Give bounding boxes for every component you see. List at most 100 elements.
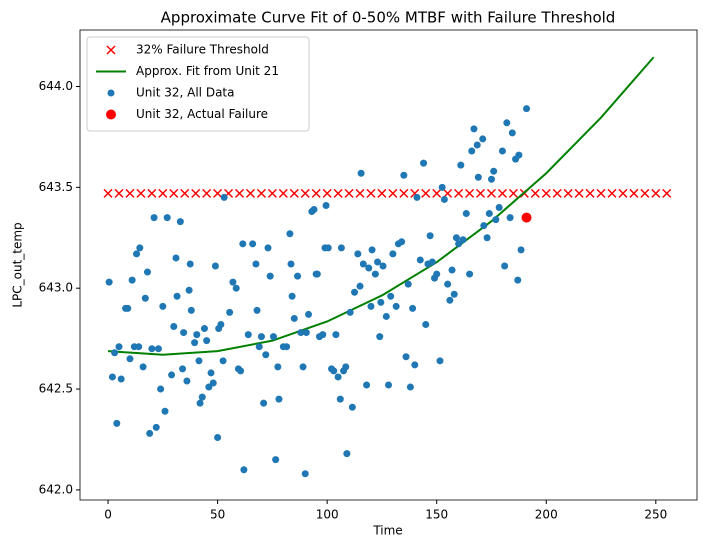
point xyxy=(363,381,371,389)
x-tick-label: 50 xyxy=(210,508,225,522)
point xyxy=(473,141,481,149)
point xyxy=(269,333,277,341)
x-marker xyxy=(213,188,223,198)
point xyxy=(152,423,160,431)
point xyxy=(191,339,199,347)
point xyxy=(371,270,379,278)
point xyxy=(420,159,428,167)
y-tick-label: 642.5 xyxy=(39,382,73,396)
legend-label: Approx. Fit from Unit 21 xyxy=(136,64,279,78)
point xyxy=(376,333,384,341)
point xyxy=(457,161,465,169)
point xyxy=(351,288,359,296)
x-marker xyxy=(278,188,288,198)
legend-dot xyxy=(107,89,115,97)
point xyxy=(240,466,248,474)
x-marker xyxy=(563,188,573,198)
legend-label: 32% Failure Threshold xyxy=(136,43,269,57)
x-marker xyxy=(267,188,277,198)
point xyxy=(450,290,458,298)
point xyxy=(336,395,344,403)
x-tick-label: 250 xyxy=(644,508,667,522)
point xyxy=(365,264,373,272)
point xyxy=(200,325,208,333)
point xyxy=(487,175,495,183)
legend-dot xyxy=(106,109,116,120)
point xyxy=(357,169,365,177)
point xyxy=(264,244,272,252)
x-marker xyxy=(541,188,551,198)
point xyxy=(523,105,531,113)
point xyxy=(398,238,406,246)
point xyxy=(322,201,330,209)
point xyxy=(136,244,144,252)
point xyxy=(163,214,171,222)
x-marker xyxy=(508,188,518,198)
x-marker xyxy=(114,188,124,198)
x-marker xyxy=(377,188,387,198)
x-marker xyxy=(125,188,135,198)
x-marker xyxy=(574,188,584,198)
point xyxy=(379,262,387,270)
point xyxy=(128,276,136,284)
point xyxy=(203,337,211,345)
point xyxy=(244,331,252,339)
point xyxy=(332,331,340,339)
point xyxy=(111,349,119,357)
x-tick-label: 0 xyxy=(104,508,112,522)
x-marker xyxy=(662,188,672,198)
point xyxy=(113,419,121,427)
point xyxy=(416,256,424,264)
point xyxy=(139,363,147,371)
point xyxy=(187,306,195,314)
point xyxy=(237,367,245,375)
point xyxy=(105,278,113,286)
x-marker xyxy=(618,188,628,198)
x-marker xyxy=(169,188,179,198)
x-marker xyxy=(366,188,376,198)
point xyxy=(515,151,523,159)
point xyxy=(117,375,125,383)
y-tick-label: 644.0 xyxy=(39,79,73,93)
plot-area xyxy=(103,56,672,478)
x-marker xyxy=(388,188,398,198)
plot-frame xyxy=(79,29,698,501)
point xyxy=(319,331,327,339)
point xyxy=(124,304,132,312)
point xyxy=(501,262,509,270)
point xyxy=(255,343,263,351)
chart-title: Approximate Curve Fit of 0-50% MTBF with… xyxy=(161,9,616,27)
x-marker xyxy=(607,188,617,198)
point xyxy=(413,193,421,201)
point xyxy=(400,171,408,179)
x-marker xyxy=(191,188,201,198)
point xyxy=(157,385,165,393)
point xyxy=(440,195,448,203)
x-marker xyxy=(180,188,190,198)
point xyxy=(448,266,456,274)
point xyxy=(150,214,158,222)
x-marker xyxy=(651,188,661,198)
point xyxy=(404,280,412,288)
point xyxy=(133,250,141,258)
point xyxy=(170,323,178,331)
point xyxy=(185,286,193,294)
point xyxy=(428,258,436,266)
point xyxy=(474,173,482,181)
point xyxy=(290,314,298,322)
x-axis-label: Time xyxy=(372,524,402,538)
point xyxy=(485,210,493,218)
point xyxy=(354,250,362,258)
point xyxy=(115,343,123,351)
legend-label: Unit 32, All Data xyxy=(136,86,234,100)
point xyxy=(495,204,503,212)
point xyxy=(438,183,446,191)
point xyxy=(179,365,187,373)
point xyxy=(229,278,237,286)
point xyxy=(148,345,156,353)
x-marker xyxy=(136,188,146,198)
point xyxy=(260,399,268,407)
x-marker xyxy=(289,188,299,198)
point xyxy=(249,240,257,248)
x-tick-label: 100 xyxy=(316,508,339,522)
